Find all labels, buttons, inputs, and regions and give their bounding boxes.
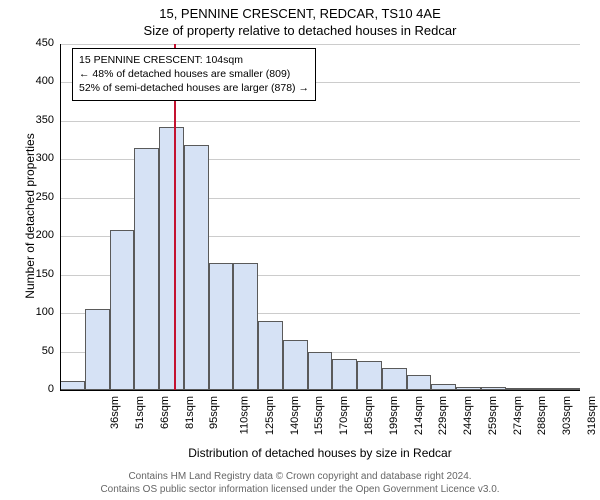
histogram-bar bbox=[283, 340, 308, 390]
attribution-text: Contains HM Land Registry data © Crown c… bbox=[0, 470, 600, 496]
y-axis-line bbox=[60, 44, 61, 390]
ytick-label: 450 bbox=[26, 37, 54, 49]
ytick-label: 150 bbox=[26, 268, 54, 280]
xtick-label: 170sqm bbox=[338, 396, 350, 435]
histogram-bar bbox=[110, 230, 135, 390]
chart-title: 15, PENNINE CRESCENT, REDCAR, TS10 4AE bbox=[0, 0, 600, 21]
ytick-label: 100 bbox=[26, 306, 54, 318]
xtick-label: 66sqm bbox=[159, 396, 171, 429]
histogram-bar bbox=[159, 127, 184, 390]
x-axis-line bbox=[60, 390, 580, 391]
x-axis-label: Distribution of detached houses by size … bbox=[60, 446, 580, 460]
xtick-label: 303sqm bbox=[561, 396, 573, 435]
xtick-label: 185sqm bbox=[363, 396, 375, 435]
ytick-label: 350 bbox=[26, 114, 54, 126]
ytick-label: 50 bbox=[26, 345, 54, 357]
annotation-line-3: 52% of semi-detached houses are larger (… bbox=[79, 81, 309, 95]
xtick-label: 36sqm bbox=[109, 396, 121, 429]
xtick-label: 259sqm bbox=[487, 396, 499, 435]
xtick-label: 274sqm bbox=[512, 396, 524, 435]
xtick-label: 155sqm bbox=[314, 396, 326, 435]
xtick-label: 244sqm bbox=[462, 396, 474, 435]
ytick-label: 250 bbox=[26, 191, 54, 203]
attribution-line-2: Contains OS public sector information li… bbox=[0, 483, 600, 496]
annotation-line-1: 15 PENNINE CRESCENT: 104sqm bbox=[79, 53, 309, 67]
histogram-bar bbox=[308, 352, 333, 390]
ytick-label: 0 bbox=[26, 383, 54, 395]
histogram-bar bbox=[258, 321, 283, 390]
chart-subtitle: Size of property relative to detached ho… bbox=[0, 21, 600, 42]
histogram-bar bbox=[233, 263, 258, 390]
histogram-bar bbox=[85, 309, 110, 390]
xtick-label: 229sqm bbox=[437, 396, 449, 435]
xtick-label: 110sqm bbox=[239, 396, 251, 434]
histogram-bar bbox=[407, 375, 432, 390]
ytick-label: 400 bbox=[26, 75, 54, 87]
xtick-label: 95sqm bbox=[208, 396, 220, 429]
xtick-label: 81sqm bbox=[184, 396, 196, 429]
grid-line bbox=[60, 121, 580, 122]
xtick-label: 125sqm bbox=[264, 396, 276, 435]
xtick-label: 140sqm bbox=[289, 396, 301, 435]
xtick-label: 214sqm bbox=[413, 396, 425, 435]
ytick-label: 200 bbox=[26, 229, 54, 241]
xtick-label: 51sqm bbox=[134, 396, 146, 429]
grid-line bbox=[60, 44, 580, 45]
xtick-label: 318sqm bbox=[586, 396, 598, 435]
annotation-line-2: ← 48% of detached houses are smaller (80… bbox=[79, 67, 309, 81]
xtick-label: 199sqm bbox=[388, 396, 400, 435]
histogram-bar bbox=[209, 263, 234, 390]
histogram-bar bbox=[332, 359, 357, 390]
histogram-bar bbox=[382, 368, 407, 390]
histogram-bar bbox=[60, 381, 85, 390]
ytick-label: 300 bbox=[26, 152, 54, 164]
xtick-label: 288sqm bbox=[536, 396, 548, 435]
annotation-box: 15 PENNINE CRESCENT: 104sqm ← 48% of det… bbox=[72, 48, 316, 101]
histogram-bar bbox=[357, 361, 382, 390]
attribution-line-1: Contains HM Land Registry data © Crown c… bbox=[0, 470, 600, 483]
histogram-bar bbox=[134, 148, 159, 390]
histogram-bar bbox=[184, 145, 209, 390]
